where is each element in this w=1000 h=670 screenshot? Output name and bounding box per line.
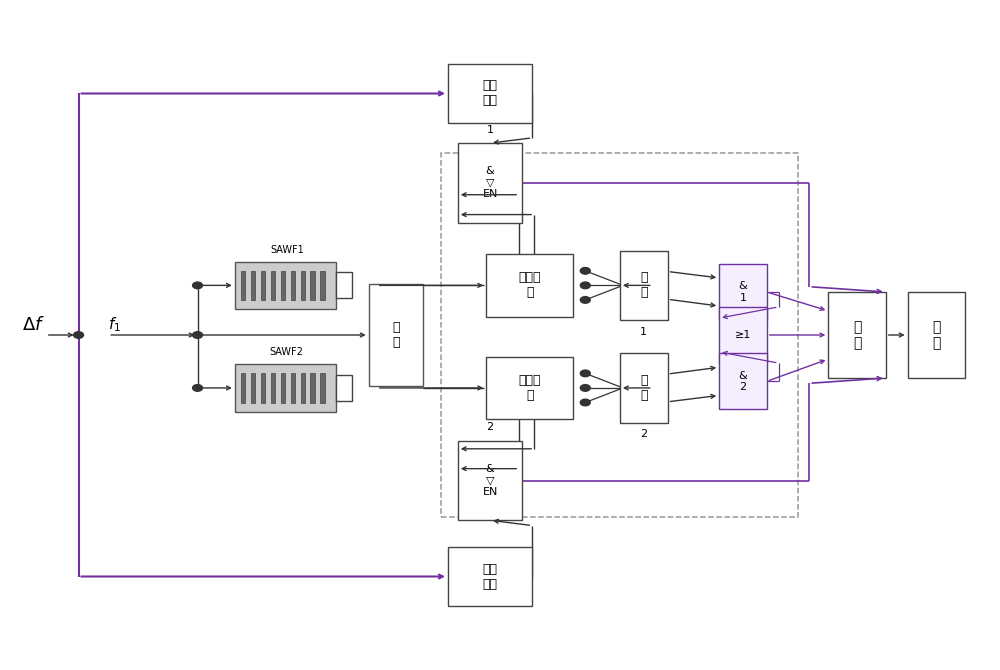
Bar [828,292,886,378]
Text: ≥1: ≥1 [735,330,751,340]
Bar [281,271,285,300]
Bar [261,373,265,403]
Circle shape [580,267,590,274]
Bar [448,547,532,606]
Bar [251,271,255,300]
Text: 2: 2 [640,429,647,440]
Bar [271,373,275,403]
Bar [291,373,295,403]
Bar [486,254,573,317]
Bar [719,264,767,320]
Text: 品
振: 品 振 [392,321,400,349]
Text: 1: 1 [640,327,647,337]
Text: &
▽
EN: & ▽ EN [482,464,498,497]
Circle shape [74,332,84,338]
Bar [458,143,522,222]
Text: 双
稳: 双 稳 [640,271,648,299]
Text: SAWF2: SAWF2 [270,348,304,358]
Bar [241,373,245,403]
Text: &
1: & 1 [739,281,747,303]
Circle shape [580,385,590,391]
Text: &
▽
EN: & ▽ EN [482,166,498,200]
Text: SAWF1: SAWF1 [270,245,304,255]
Bar [241,271,245,300]
Bar [486,356,573,419]
Bar [719,307,767,363]
Bar [271,271,275,300]
Bar [235,261,336,309]
Circle shape [580,297,590,304]
Bar [620,353,668,423]
Bar [336,272,352,298]
Text: $f_1$: $f_1$ [108,316,121,334]
Bar [336,375,352,401]
Circle shape [580,399,590,406]
Bar [301,373,305,403]
Circle shape [580,282,590,289]
Bar [441,153,798,517]
Text: 放大
整形: 放大 整形 [483,80,498,107]
Bar [719,353,767,409]
Bar [251,373,255,403]
Text: 1: 1 [487,125,494,135]
Text: 倍频整
形: 倍频整 形 [518,374,541,402]
Bar [369,283,423,387]
Circle shape [193,282,203,289]
Bar [281,373,285,403]
Text: 放大
整形: 放大 整形 [483,563,498,590]
Bar [310,373,315,403]
Bar [320,271,325,300]
Text: 分频整
形: 分频整 形 [518,271,541,299]
Text: &
2: & 2 [739,371,747,392]
Text: 双
稳: 双 稳 [640,374,648,402]
Text: 2: 2 [487,422,494,432]
Bar [908,292,965,378]
Bar [458,441,522,521]
Bar [310,271,315,300]
Bar [261,271,265,300]
Bar [301,271,305,300]
Bar [235,364,336,412]
Bar [448,64,532,123]
Circle shape [193,332,203,338]
Circle shape [580,370,590,377]
Bar [320,373,325,403]
Text: 显
示: 显 示 [932,320,941,350]
Text: $\Delta f$: $\Delta f$ [22,316,45,334]
Text: 计
数: 计 数 [853,320,861,350]
Circle shape [193,385,203,391]
Bar [291,271,295,300]
Bar [620,251,668,320]
